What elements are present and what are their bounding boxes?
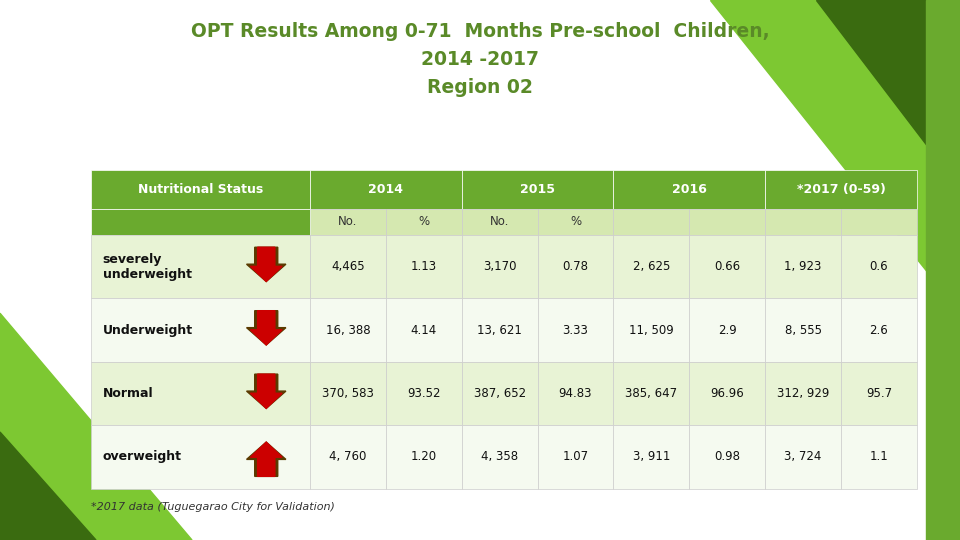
Text: 0.78: 0.78 bbox=[563, 260, 588, 273]
Text: 4, 358: 4, 358 bbox=[481, 450, 518, 463]
Text: 385, 647: 385, 647 bbox=[625, 387, 678, 400]
Text: 1, 923: 1, 923 bbox=[784, 260, 822, 273]
Text: *2017 (0-59): *2017 (0-59) bbox=[797, 183, 885, 196]
Text: 0.6: 0.6 bbox=[870, 260, 888, 273]
Text: 2015: 2015 bbox=[520, 183, 555, 196]
Text: 1.13: 1.13 bbox=[411, 260, 437, 273]
Text: 2016: 2016 bbox=[672, 183, 707, 196]
Text: 3.33: 3.33 bbox=[563, 323, 588, 336]
Text: 96.96: 96.96 bbox=[710, 387, 744, 400]
Text: 312, 929: 312, 929 bbox=[777, 387, 829, 400]
Text: Underweight: Underweight bbox=[103, 323, 193, 336]
Text: 2.6: 2.6 bbox=[870, 323, 888, 336]
Text: 1.07: 1.07 bbox=[563, 450, 588, 463]
Text: overweight: overweight bbox=[103, 450, 181, 463]
Text: 4, 760: 4, 760 bbox=[329, 450, 367, 463]
Text: 2.9: 2.9 bbox=[718, 323, 736, 336]
Text: severely
underweight: severely underweight bbox=[103, 253, 192, 281]
Text: OPT Results Among 0-71  Months Pre-school  Children,
2014 -2017
Region 02: OPT Results Among 0-71 Months Pre-school… bbox=[191, 22, 769, 97]
Text: Normal: Normal bbox=[103, 387, 154, 400]
Text: 3, 911: 3, 911 bbox=[633, 450, 670, 463]
Text: 3, 724: 3, 724 bbox=[784, 450, 822, 463]
Text: 1.1: 1.1 bbox=[870, 450, 888, 463]
Text: No.: No. bbox=[490, 215, 510, 228]
Text: No.: No. bbox=[338, 215, 357, 228]
Text: 93.52: 93.52 bbox=[407, 387, 441, 400]
Text: %: % bbox=[419, 215, 429, 228]
Text: 13, 621: 13, 621 bbox=[477, 323, 522, 336]
Text: 8, 555: 8, 555 bbox=[784, 323, 822, 336]
Text: 3,170: 3,170 bbox=[483, 260, 516, 273]
Text: Nutritional Status: Nutritional Status bbox=[138, 183, 263, 196]
Text: %: % bbox=[570, 215, 581, 228]
Text: 2, 625: 2, 625 bbox=[633, 260, 670, 273]
Text: *2017 data (Tuguegarao City for Validation): *2017 data (Tuguegarao City for Validati… bbox=[91, 502, 335, 512]
Text: 11, 509: 11, 509 bbox=[629, 323, 674, 336]
Text: 4.14: 4.14 bbox=[411, 323, 437, 336]
Text: 370, 583: 370, 583 bbox=[322, 387, 373, 400]
Text: 16, 388: 16, 388 bbox=[325, 323, 371, 336]
Text: 1.20: 1.20 bbox=[411, 450, 437, 463]
Text: 95.7: 95.7 bbox=[866, 387, 892, 400]
Text: 0.98: 0.98 bbox=[714, 450, 740, 463]
Text: 4,465: 4,465 bbox=[331, 260, 365, 273]
Text: 387, 652: 387, 652 bbox=[473, 387, 526, 400]
Text: 0.66: 0.66 bbox=[714, 260, 740, 273]
Text: 94.83: 94.83 bbox=[559, 387, 592, 400]
Text: 2014: 2014 bbox=[369, 183, 403, 196]
